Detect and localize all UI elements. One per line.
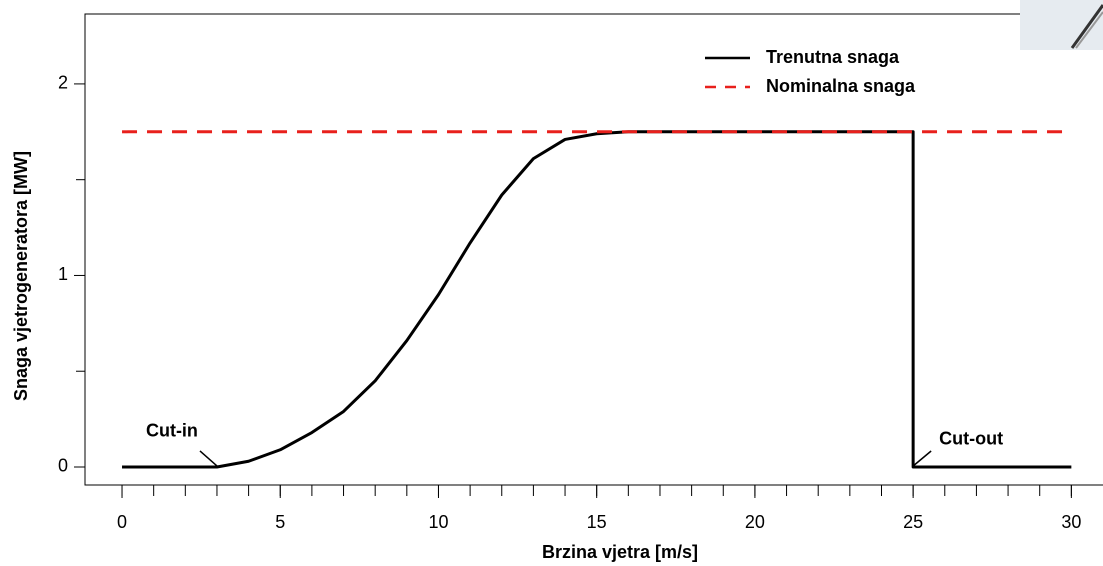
x-tick-label: 30 xyxy=(1061,512,1081,532)
y-axis-label: Snaga vjetrogeneratora [MW] xyxy=(11,151,31,401)
annotation-leader xyxy=(199,450,218,467)
x-tick-label: 20 xyxy=(745,512,765,532)
legend-label: Nominalna snaga xyxy=(766,76,916,96)
x-tick-label: 25 xyxy=(903,512,923,532)
x-tick-label: 5 xyxy=(275,512,285,532)
series-line xyxy=(122,130,1072,469)
y-tick-label: 0 xyxy=(58,456,68,476)
legend-label: Trenutna snaga xyxy=(766,47,900,67)
corner-image xyxy=(1020,0,1103,50)
annotation: Cut-in xyxy=(146,421,198,441)
plot-box xyxy=(84,13,1103,486)
x-axis-label: Brzina vjetra [m/s] xyxy=(542,542,698,562)
y-tick-label: 2 xyxy=(58,73,68,93)
annotation: Cut-out xyxy=(939,429,1003,449)
x-tick-label: 10 xyxy=(428,512,448,532)
y-tick-label: 1 xyxy=(58,264,68,284)
annotation-leader xyxy=(912,450,932,467)
x-tick-label: 15 xyxy=(587,512,607,532)
x-tick-label: 0 xyxy=(117,512,127,532)
